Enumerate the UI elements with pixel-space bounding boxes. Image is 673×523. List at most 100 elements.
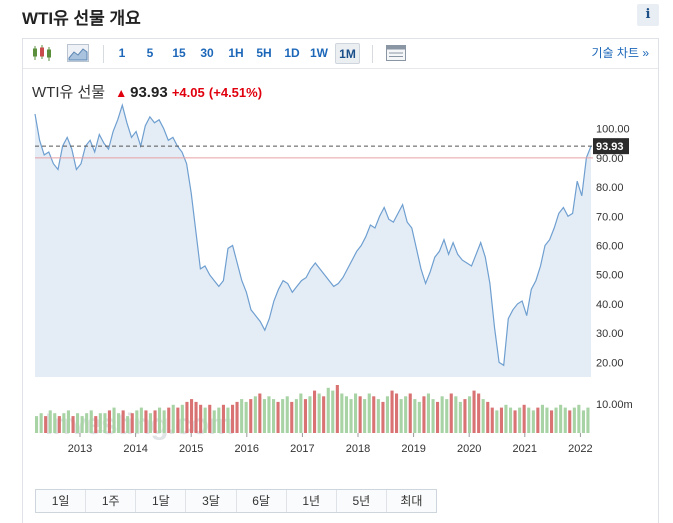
range-1d[interactable]: 1일	[36, 490, 87, 512]
volume-bar	[381, 401, 385, 433]
range-1w[interactable]: 1주	[86, 490, 137, 512]
x-tick-label: 2022	[568, 443, 592, 455]
x-tick-label: 2013	[68, 443, 92, 455]
volume-bar	[71, 416, 75, 433]
volume-bar	[281, 399, 285, 433]
volume-bar	[299, 393, 303, 433]
x-tick-label: 2021	[513, 443, 537, 455]
volume-bar	[376, 399, 380, 433]
toolbar-separator	[372, 45, 373, 63]
volume-bar	[395, 393, 399, 433]
volume-bar	[258, 393, 262, 433]
volume-bar	[363, 399, 367, 433]
interval-5[interactable]: 5	[146, 46, 154, 60]
area-chart-icon[interactable]	[67, 44, 89, 62]
y-tick-label: 30.00	[596, 328, 624, 340]
volume-bar	[454, 396, 458, 433]
volume-bar	[322, 396, 326, 433]
technical-chart-link[interactable]: 기술 차트 »	[591, 46, 649, 60]
volume-bar	[572, 407, 576, 433]
volume-bar	[385, 396, 389, 433]
volume-bar	[53, 413, 57, 433]
interval-1h[interactable]: 1H	[228, 46, 244, 60]
volume-bar	[253, 396, 257, 433]
volume-bar	[495, 410, 499, 433]
range-max[interactable]: 최대	[400, 494, 423, 508]
volume-bar	[171, 404, 175, 433]
range-1m[interactable]: 1달	[136, 490, 187, 512]
volume-bar	[445, 399, 449, 433]
interval-1d[interactable]: 1D	[284, 46, 300, 60]
volume-bar	[527, 407, 531, 433]
volume-bar	[103, 413, 107, 433]
interval-1w[interactable]: 1W	[310, 46, 328, 60]
range-1y[interactable]: 1년	[287, 490, 337, 512]
volume-bar	[285, 396, 289, 433]
volume-bar	[262, 399, 266, 433]
volume-bar	[117, 413, 121, 433]
range-3m[interactable]: 3달	[186, 490, 237, 512]
volume-bar	[577, 404, 581, 433]
volume-bar	[490, 407, 494, 433]
volume-bar	[267, 396, 271, 433]
interval-30[interactable]: 30	[200, 46, 214, 60]
volume-axis-label: 10.00m	[596, 399, 633, 411]
volume-bar	[62, 413, 66, 433]
volume-bar	[212, 410, 216, 433]
interval-1[interactable]: 1	[118, 46, 126, 60]
volume-bar	[326, 387, 330, 433]
last-price-box	[593, 138, 629, 155]
volume-bar	[158, 407, 162, 433]
price-change: +4.05	[171, 85, 205, 100]
volume-bar	[408, 393, 412, 433]
price-up-arrow-icon: ▲	[115, 86, 128, 100]
volume-bar	[148, 413, 152, 433]
candlestick-icon[interactable]	[31, 44, 53, 62]
info-button[interactable]: i	[637, 4, 659, 26]
interval-1m[interactable]: 1M	[335, 43, 360, 64]
volume-bar	[372, 396, 376, 433]
volume-bar	[335, 385, 339, 433]
x-tick-label: 2019	[401, 443, 425, 455]
price-line	[34, 103, 592, 367]
price-chart[interactable]: 100.00 90.00 80.00 70.00 60.00 50.00 40.00 30.0…	[23, 39, 658, 484]
volume-bar	[130, 413, 134, 433]
volume-bar	[317, 393, 321, 433]
quote-line: WTI유 선물 ▲ 93.93 +4.05 (+4.51%)	[32, 81, 262, 102]
volume-bar	[308, 396, 312, 433]
volume-bar	[531, 410, 535, 433]
volume-bar	[180, 404, 184, 433]
range-6m[interactable]: 6달	[237, 490, 287, 512]
instrument-name: WTI유 선물	[32, 84, 106, 101]
x-tick-label: 2015	[179, 443, 203, 455]
volume-bar	[66, 410, 70, 433]
volume-bar	[440, 396, 444, 433]
chart-widget: 1 5 15 30 1H 5H 1D 1W 1M 기술 차트 » WTI유 선물…	[22, 38, 659, 523]
page-title: WTI유 선물 개요	[22, 9, 141, 28]
volume-bar	[413, 399, 417, 433]
volume-bar	[422, 396, 426, 433]
range-5y[interactable]: 5년	[337, 490, 387, 512]
price-area-fill	[35, 105, 591, 377]
y-tick-label: 90.00	[596, 153, 624, 165]
y-tick-label: 80.00	[596, 182, 624, 194]
range-selector: 1일 1주 1달 3달 6달 1년 5년 최대	[35, 489, 437, 513]
table-settings-icon[interactable]	[385, 44, 407, 62]
interval-15[interactable]: 15	[172, 46, 186, 60]
volume-bar	[349, 399, 353, 433]
volume-bar	[581, 410, 585, 433]
volume-bar	[208, 404, 212, 433]
volume-bar	[545, 407, 549, 433]
volume-bar	[290, 401, 294, 433]
volume-bar	[540, 404, 544, 433]
volume-bar	[199, 404, 203, 433]
volume-bar	[48, 410, 52, 433]
volume-bar	[417, 401, 421, 433]
volume-bar	[144, 410, 148, 433]
volume-bar	[331, 390, 335, 433]
volume-bar	[399, 399, 403, 433]
volume-bar	[436, 401, 440, 433]
volume-bar	[303, 399, 307, 433]
volume-bar	[504, 404, 508, 433]
interval-5h[interactable]: 5H	[256, 46, 272, 60]
